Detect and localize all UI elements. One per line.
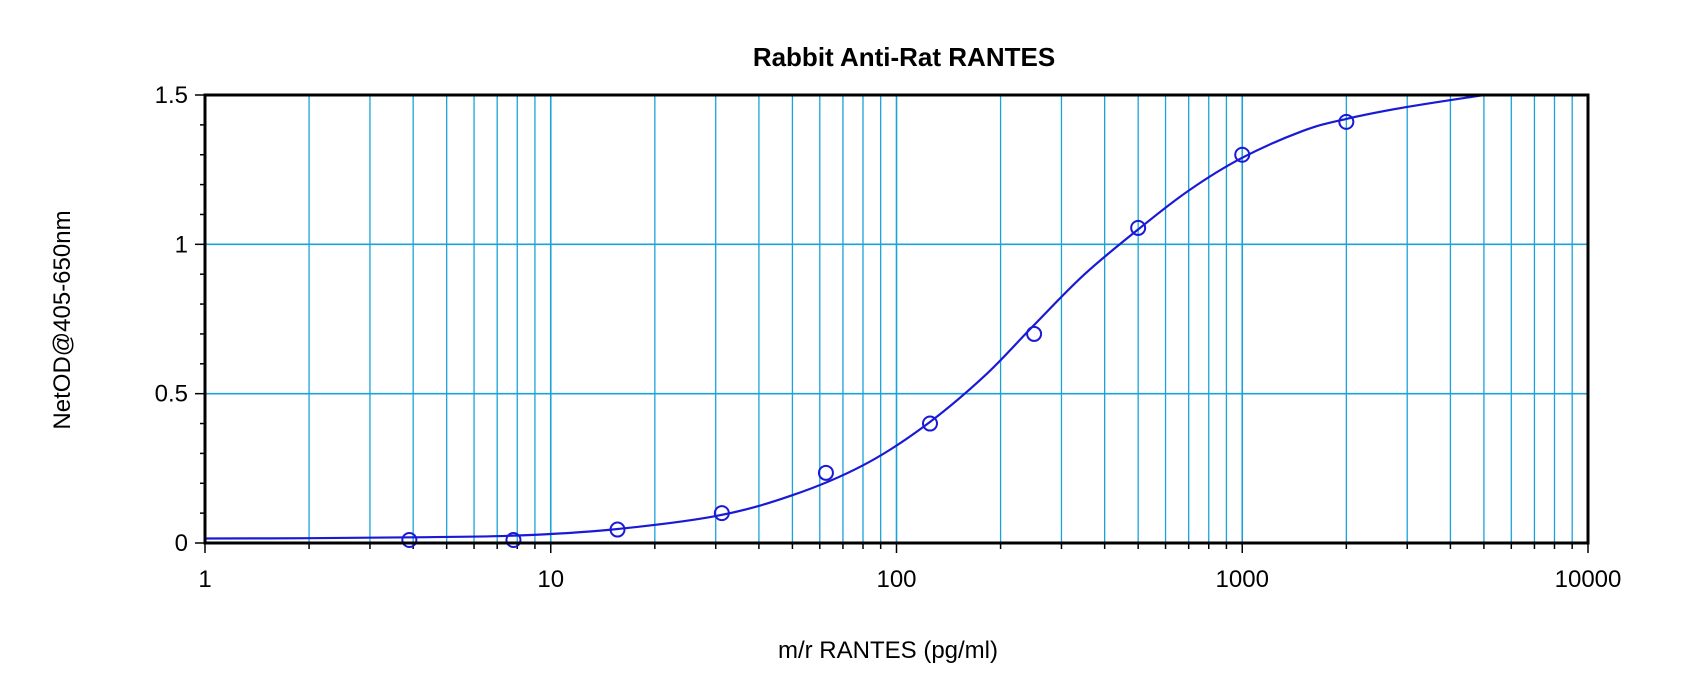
data-point — [1234, 146, 1251, 163]
x-tick-label: 1000 — [1216, 566, 1269, 593]
x-axis-label: m/r RANTES (pg/ml) — [778, 637, 998, 664]
point-layer — [401, 113, 1355, 549]
fitted-curve — [204, 93, 1485, 540]
data-point — [1130, 219, 1147, 236]
y-axis-label: NetOD@405-650nm — [49, 210, 76, 429]
y-tick-label: 1 — [175, 231, 188, 258]
data-point — [1338, 113, 1355, 130]
data-point — [401, 532, 418, 549]
data-point — [922, 415, 939, 432]
plot-frame — [203, 93, 1590, 545]
y-tick-label: 0 — [175, 530, 188, 557]
x-tick-label: 1 — [198, 566, 211, 593]
y-tick-label: 1.5 — [155, 82, 188, 109]
data-point — [713, 505, 730, 522]
chart-title: Rabbit Anti-Rat RANTES — [753, 42, 1055, 72]
data-point — [505, 532, 522, 549]
data-point — [817, 464, 834, 481]
grid-layer — [205, 95, 1588, 543]
label-layer: 1 10 100 1000 10000 0 0.5 1 1.5 — [155, 82, 1622, 593]
x-tick-label: 10 — [537, 566, 564, 593]
data-point — [1026, 325, 1043, 342]
x-tick-label: 10000 — [1555, 566, 1622, 593]
curve-layer — [204, 93, 1485, 540]
y-tick-label: 0.5 — [155, 381, 188, 408]
data-point — [609, 521, 626, 538]
x-tick-label: 100 — [876, 566, 916, 593]
